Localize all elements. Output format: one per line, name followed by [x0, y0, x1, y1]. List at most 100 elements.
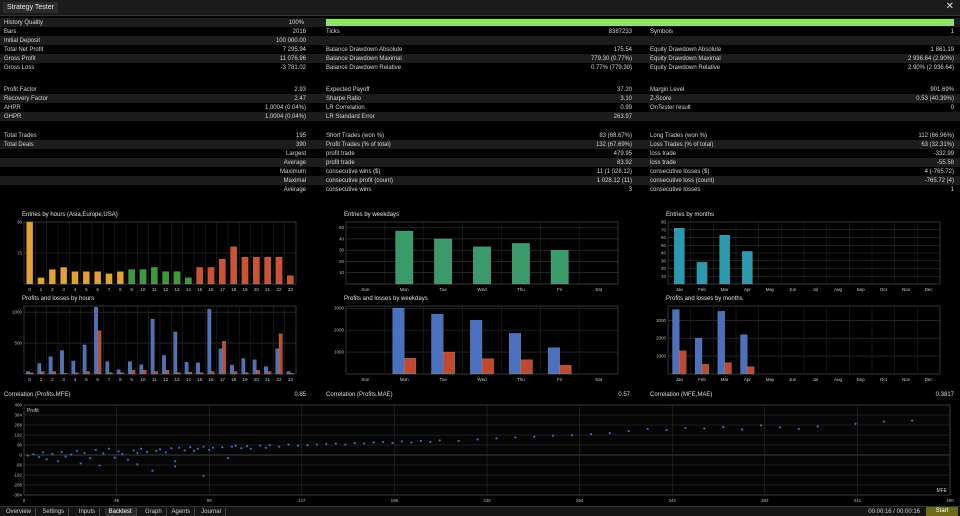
scatter-point	[177, 446, 181, 449]
x-tick-label: 8	[119, 377, 122, 382]
stat-v2: 779.30 (0.77%)	[590, 56, 632, 62]
scatter-point	[174, 460, 177, 463]
x-tick-label: 19	[242, 377, 248, 382]
bar	[117, 271, 124, 285]
scatter-point	[778, 426, 782, 429]
bar	[185, 277, 192, 285]
scatter-point	[419, 439, 422, 443]
bar	[264, 366, 268, 375]
stat-l1: Largest	[285, 151, 306, 157]
bar	[116, 369, 121, 375]
x-tick-label: 23	[288, 287, 294, 292]
y-tick-label: 384	[14, 413, 22, 418]
bar	[173, 331, 178, 375]
stats-row: Gross Profit 11 076.96 Balance Drawdown Ma…	[0, 54, 960, 63]
x-tick-label: Oct	[880, 377, 888, 382]
bar	[473, 246, 491, 285]
bar	[173, 271, 181, 285]
stat-v1: -3 781.02	[280, 65, 306, 71]
x-tick-label: 245	[483, 498, 491, 503]
scatter-point	[372, 441, 375, 444]
tab-overview[interactable]: Overview	[2, 508, 37, 516]
stat-v2: 1 028.12 (11)	[596, 178, 632, 184]
stat-v1: 7 295.94	[282, 47, 306, 53]
bar-chart-2: 10 20 30 40 50 60 70 80 Jan Feb Mar Apr May Jun Jul Aug…	[661, 220, 941, 292]
tester-tabs-bar: Overview Settings Inputs Backtest Graph Agent…	[0, 506, 960, 516]
y-tick-label: 40	[661, 251, 667, 256]
scatter-point	[164, 451, 167, 454]
bar	[481, 358, 494, 375]
stat-v3: 1	[950, 29, 954, 35]
start-button[interactable]: Start	[926, 507, 958, 516]
stat-v3: -332.99	[933, 151, 954, 157]
stat-v3: 112 (66.96%)	[918, 133, 954, 139]
correlation-label: Correlation (Profits,MFE)	[4, 392, 71, 398]
scatter-point	[107, 447, 111, 450]
scatter-point	[26, 454, 29, 457]
bar-chart-1: 10 20 30 40 50 Sun Mon Tue Wed Thu Fri Sat	[339, 221, 619, 292]
tab-settings[interactable]: Settings	[38, 508, 70, 516]
y-tick-label: 96	[17, 443, 23, 448]
stats-row: Total Deals 390 Profit Trades (% of total)…	[0, 140, 960, 149]
chart-title: Profits and losses by months	[666, 296, 743, 302]
scatter-point	[245, 445, 249, 448]
scatter-point	[353, 441, 356, 445]
tab-journal[interactable]: Journal	[197, 508, 226, 516]
stats-row: Recovery Factor 2.47 Sharpe Ratio 3.10 Z-Sco…	[0, 94, 960, 103]
bar	[176, 372, 181, 375]
scatter-point	[457, 439, 460, 443]
x-tick-label: Jul	[812, 377, 818, 382]
x-tick-label: 294	[576, 498, 584, 503]
x-tick-label: Mon	[400, 287, 409, 292]
x-tick-label: 10	[140, 377, 146, 382]
stat-l1: Total Deals	[4, 142, 34, 148]
x-tick-label: Mon	[400, 377, 409, 382]
bar	[196, 267, 203, 285]
x-tick-label: 7	[108, 287, 111, 292]
stat-l2: Balance Drawdown Absolute	[326, 47, 403, 53]
bar	[252, 359, 257, 375]
scatter-point	[196, 447, 199, 450]
bar	[286, 371, 291, 375]
y-tick-label: 480	[14, 403, 22, 408]
scatter-point	[192, 449, 196, 452]
scatter-point	[64, 455, 67, 458]
stats-row: Initial Deposit 100 000.00	[0, 36, 960, 45]
stat-l2: LR Standard Error	[326, 114, 375, 120]
tab-graph[interactable]: Graph	[141, 508, 167, 516]
x-tick-label: Sat	[595, 377, 603, 382]
bar	[253, 256, 260, 285]
scatter-point	[75, 449, 79, 452]
stat-v1: 2.47	[294, 96, 306, 102]
stats-row: Total Trades 195 Short Trades (won %) 83 (6…	[0, 131, 960, 140]
bar	[740, 334, 748, 375]
x-tick-label: 11	[152, 377, 157, 382]
stat-l3: Z-Score	[650, 96, 672, 102]
stat-l2: profit trade	[326, 151, 355, 157]
stats-row: Profit Factor 2.93 Expected Payoff 37.20 Mar…	[0, 85, 960, 94]
scatter-point	[211, 446, 215, 449]
stat-l2: Expected Payoff	[326, 87, 370, 93]
x-tick-label: 21	[265, 377, 271, 382]
scatter-point	[646, 427, 649, 431]
bar	[230, 246, 237, 285]
x-tick-label: 2	[51, 377, 54, 382]
x-tick-label: 441	[854, 498, 862, 503]
tab-inputs[interactable]: Inputs	[75, 508, 101, 516]
bar	[74, 372, 79, 375]
scatter-point	[741, 428, 744, 431]
scatter-point	[533, 435, 536, 438]
x-tick-label: 4	[74, 377, 77, 382]
tab-agents[interactable]: Agents	[168, 508, 196, 516]
tab-backtest[interactable]: Backtest	[104, 508, 137, 516]
x-tick-label: 6	[96, 287, 99, 292]
elapsed-timer: 00:00:16 / 00:00:16	[868, 509, 920, 515]
stat-l3: Margin Level	[650, 87, 685, 93]
close-icon[interactable]: ✕	[945, 1, 954, 12]
scatter-point	[589, 433, 593, 436]
bar	[94, 307, 98, 375]
bar	[60, 350, 64, 375]
x-tick-label: Sun	[361, 377, 370, 382]
x-tick-label: Jan	[676, 287, 684, 292]
